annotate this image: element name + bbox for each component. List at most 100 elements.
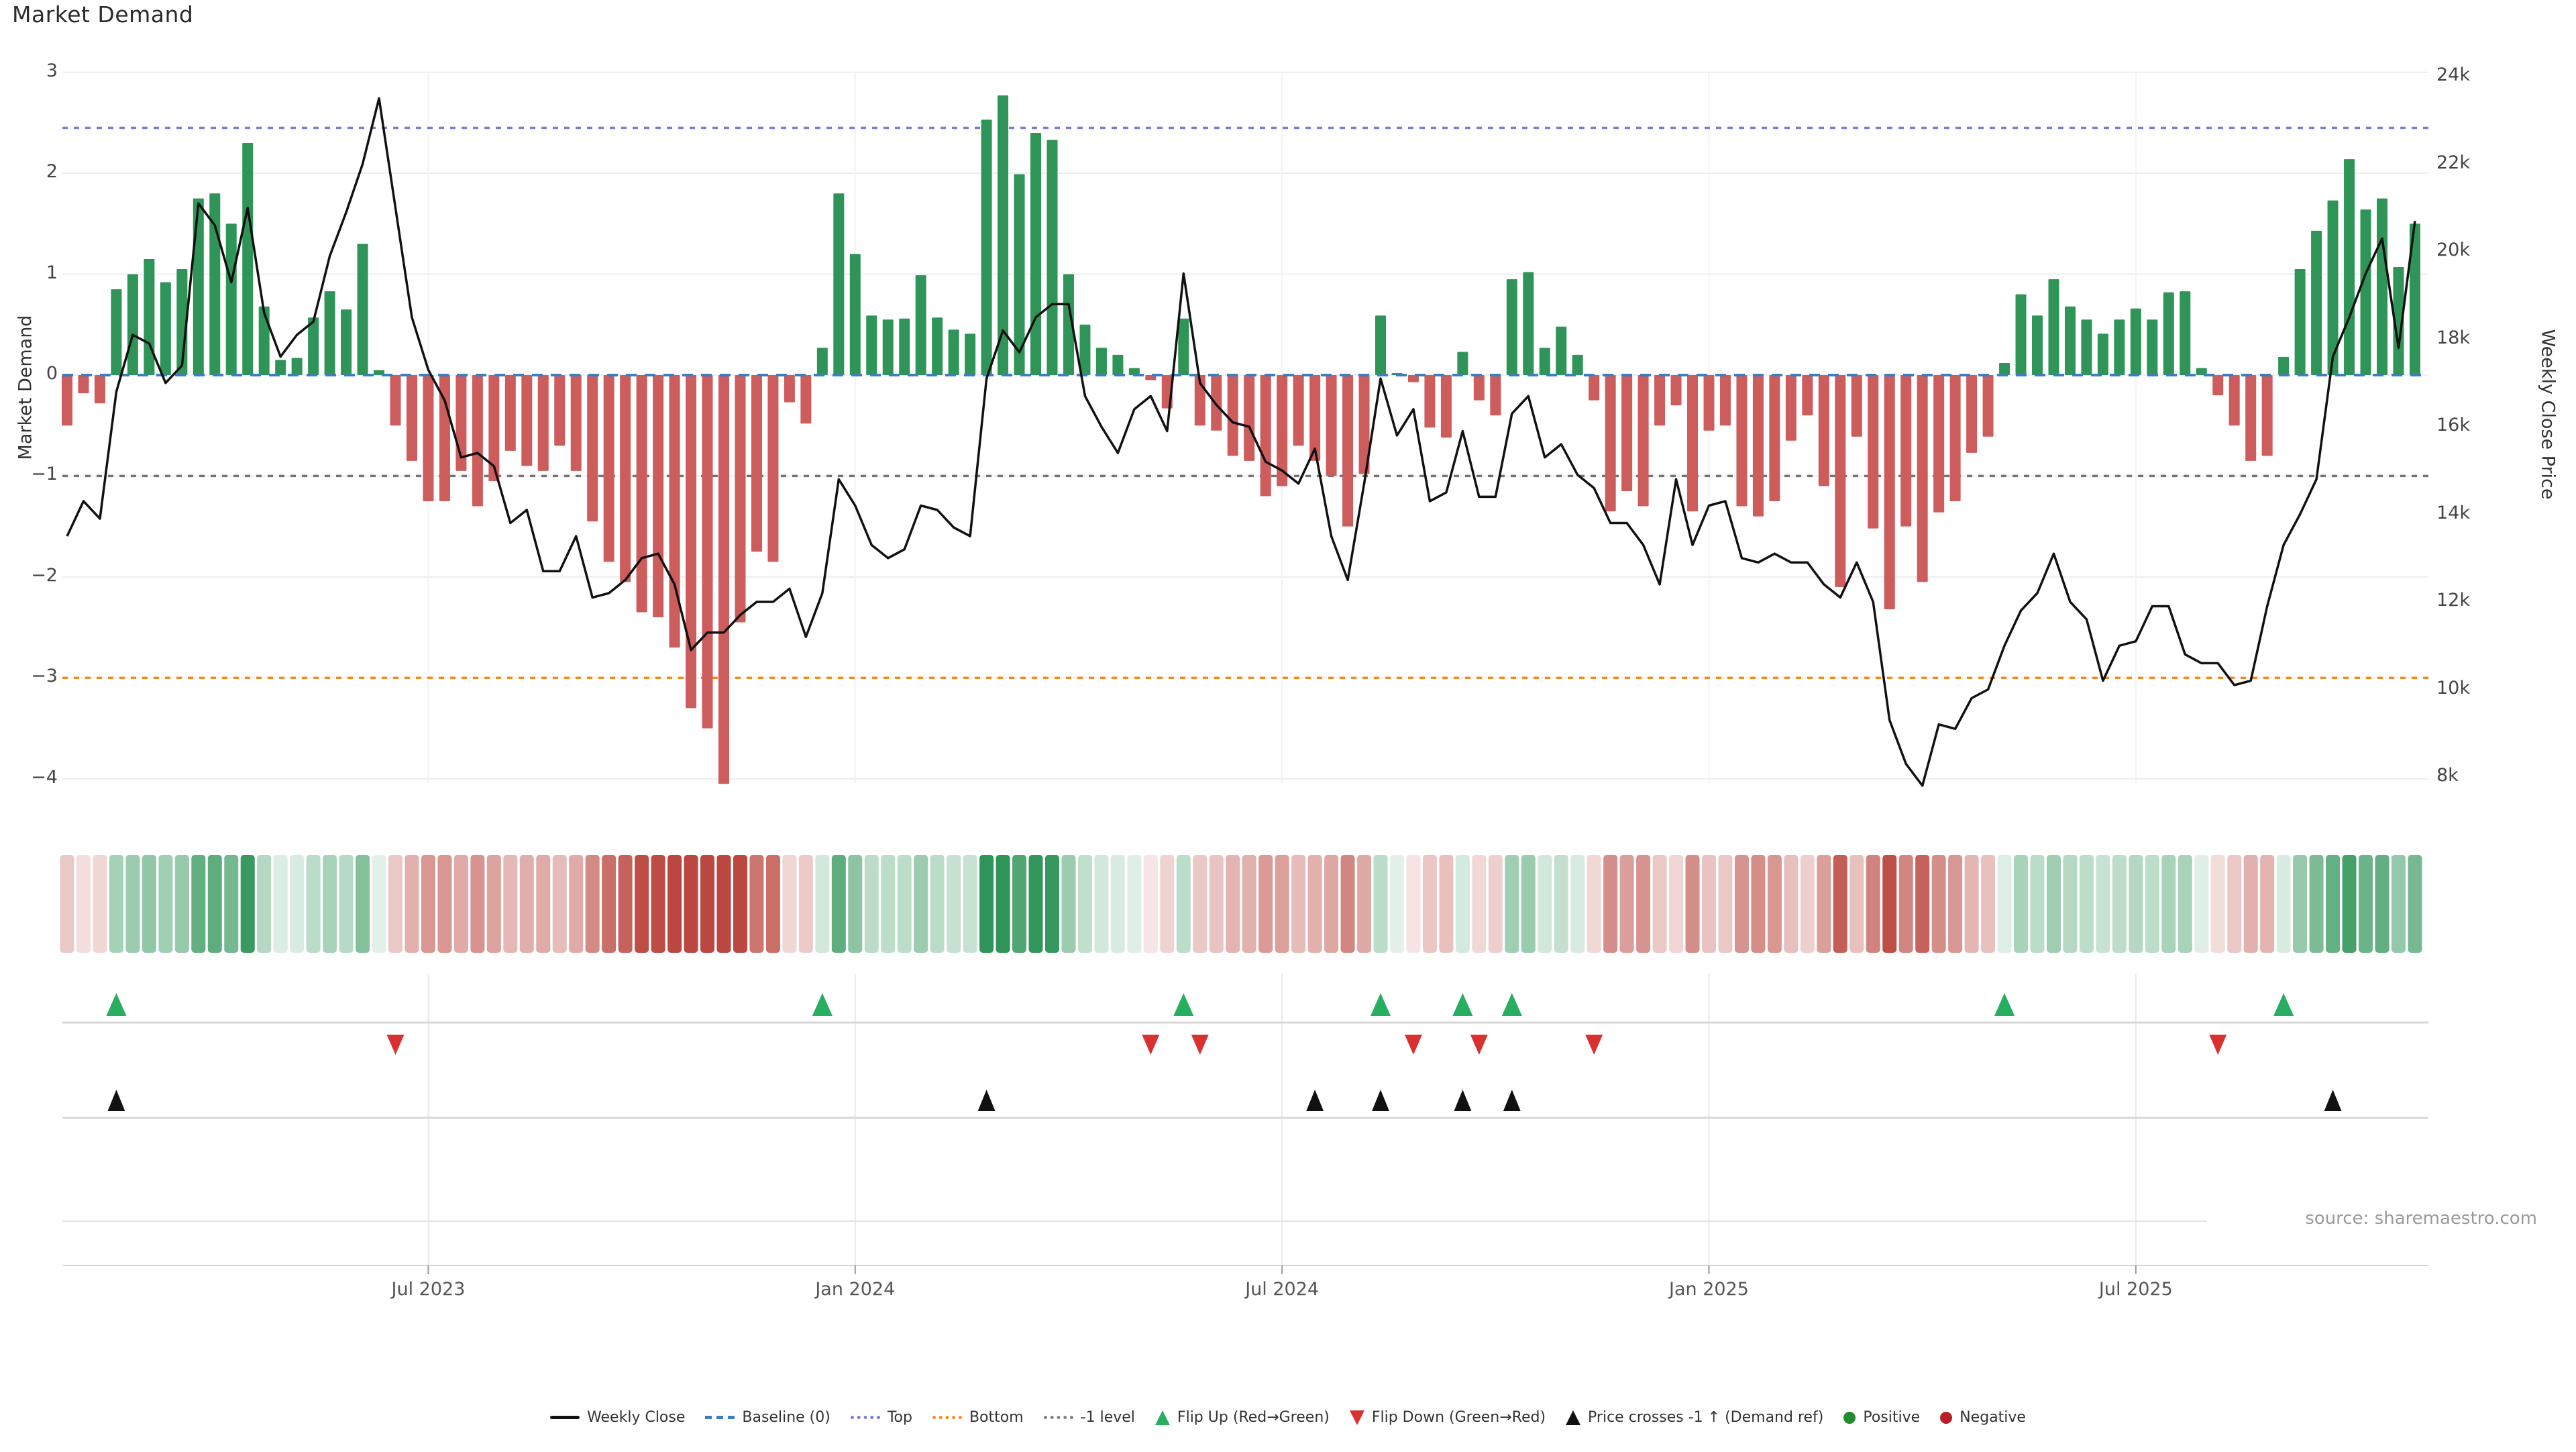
demand-bar: [2163, 292, 2174, 375]
heatmap-cell: [142, 855, 156, 953]
heatmap-cell: [667, 855, 682, 953]
heatmap-cell: [1160, 855, 1175, 953]
heatmap-cell: [1702, 855, 1716, 953]
demand-bar: [2294, 269, 2306, 375]
demand-bar: [127, 274, 138, 375]
heatmap-cell: [2227, 855, 2242, 953]
heatmap-cell: [1488, 855, 1503, 953]
demand-bar: [833, 193, 845, 375]
heatmap-cell: [1554, 855, 1568, 953]
demand-bar: [78, 375, 89, 394]
legend-item-flip-up: Flip Up (Red→Green): [1155, 1409, 1330, 1426]
demand-bar: [2245, 375, 2257, 461]
heatmap-cell: [618, 855, 633, 953]
heatmap-cell: [536, 855, 551, 953]
demand-bar: [1523, 272, 1534, 375]
legend-label: Bottom: [969, 1409, 1024, 1426]
demand-bar: [2130, 308, 2141, 375]
heatmap-cell: [716, 855, 731, 953]
heatmap-cell: [1307, 855, 1322, 953]
heatmap-cell: [1373, 855, 1388, 953]
source-label: source: sharemaestro.com: [2207, 1207, 2540, 1230]
heatmap-cell: [2375, 855, 2390, 953]
legend-label: Weekly Close: [587, 1409, 686, 1426]
heatmap-cell: [470, 855, 485, 953]
demand-bar: [357, 244, 368, 375]
legend-swatch-tri-up-icon: [1566, 1410, 1581, 1425]
demand-bar: [390, 375, 401, 426]
y-right-tick-label: 14k: [2436, 502, 2470, 523]
heatmap-cell: [1258, 855, 1273, 953]
legend-label: Flip Up (Red→Green): [1177, 1409, 1330, 1426]
heatmap-cell: [930, 855, 945, 953]
demand-bar: [2097, 333, 2108, 375]
heatmap-cell: [240, 855, 255, 953]
heatmap-cell: [1209, 855, 1224, 953]
heatmap-cell: [914, 855, 928, 953]
demand-bar: [2147, 319, 2158, 375]
heatmap-cell: [2079, 855, 2094, 953]
demand-bar: [570, 375, 582, 471]
heatmap-cell: [1882, 855, 1897, 953]
demand-bar: [472, 375, 483, 507]
heatmap-cell: [1324, 855, 1339, 953]
y-right-tick-label: 22k: [2436, 152, 2470, 173]
y-left-tick-label: 0: [46, 363, 58, 384]
heatmap-cell: [684, 855, 698, 953]
demand-bar: [1917, 375, 1928, 582]
demand-bar: [653, 375, 664, 618]
demand-bar: [702, 375, 713, 729]
heatmap-cell: [2210, 855, 2225, 953]
demand-bar: [1260, 375, 1271, 497]
demand-bar: [1473, 375, 1485, 401]
heatmap-cell: [1997, 855, 2012, 953]
heatmap-cell: [1357, 855, 1372, 953]
heatmap-cell: [602, 855, 616, 953]
demand-bar: [816, 348, 828, 375]
price-cross-marker: [1306, 1090, 1324, 1111]
heatmap-cell: [1652, 855, 1667, 953]
heatmap-cell: [798, 855, 813, 953]
heatmap-cell: [1340, 855, 1355, 953]
flip-up-marker: [1994, 993, 2015, 1016]
demand-bar: [686, 375, 697, 709]
demand-bar: [2311, 230, 2322, 375]
demand-bar: [554, 375, 566, 446]
heatmap-cell: [1866, 855, 1880, 953]
demand-bar: [2344, 159, 2355, 375]
demand-bar: [1030, 132, 1042, 375]
demand-bar: [193, 198, 204, 375]
demand-bar: [2360, 209, 2371, 375]
flip-down-marker: [2209, 1035, 2227, 1055]
demand-bar: [488, 375, 500, 481]
heatmap-cell: [585, 855, 600, 953]
legend-item-top: Top: [850, 1409, 912, 1426]
y-left-tick-label: −1: [31, 464, 58, 485]
flip-up-marker: [1452, 993, 1473, 1016]
heatmap-cell: [2161, 855, 2176, 953]
heatmap-cell: [1472, 855, 1487, 953]
heatmap-cell: [2030, 855, 2045, 953]
demand-bar: [2064, 306, 2076, 375]
legend-label: Negative: [1960, 1409, 2026, 1426]
legend-item-flip-down: Flip Down (Green→Red): [1349, 1409, 1546, 1426]
heatmap-cell: [273, 855, 288, 953]
demand-bar: [2409, 223, 2420, 375]
demand-bar: [308, 317, 319, 375]
heatmap-cell: [93, 855, 107, 953]
demand-bar: [275, 360, 286, 375]
heatmap-cell: [1176, 855, 1191, 953]
heatmap-cell: [2194, 855, 2209, 953]
demand-bar: [341, 309, 352, 375]
demand-bar: [62, 375, 72, 426]
demand-bar: [1046, 140, 1058, 375]
heatmap-cell: [979, 855, 994, 953]
demand-bar: [225, 223, 237, 375]
y-right-tick-label: 10k: [2436, 677, 2470, 698]
heatmap-cell: [306, 855, 321, 953]
heatmap-cell: [519, 855, 534, 953]
demand-bar: [1687, 375, 1699, 512]
y-left-tick-label: −4: [31, 766, 58, 788]
heatmap-cell: [552, 855, 567, 953]
demand-bar: [1211, 375, 1222, 431]
